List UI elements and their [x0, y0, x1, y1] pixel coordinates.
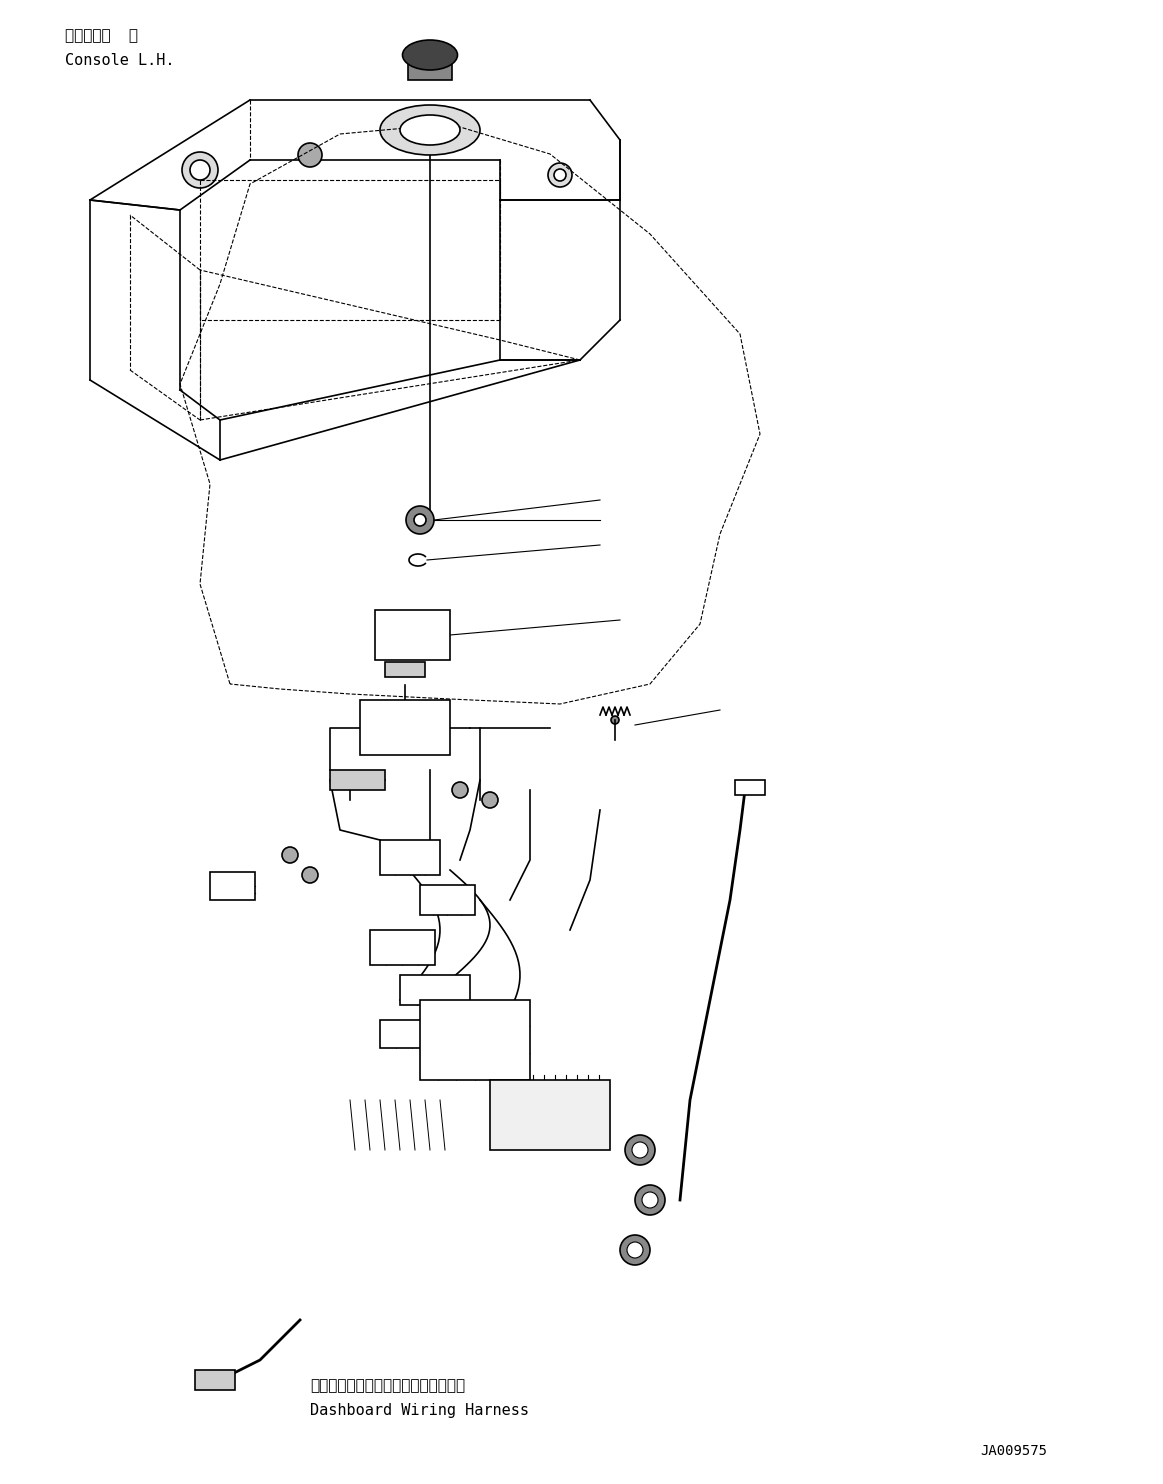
Text: コンソール  左: コンソール 左: [65, 28, 138, 43]
Circle shape: [181, 151, 217, 188]
Circle shape: [414, 513, 426, 525]
Circle shape: [406, 506, 434, 534]
Circle shape: [642, 1192, 658, 1208]
Circle shape: [452, 782, 468, 798]
Circle shape: [620, 1235, 650, 1264]
Polygon shape: [408, 55, 452, 80]
Text: Console L.H.: Console L.H.: [65, 53, 174, 68]
Circle shape: [281, 847, 298, 864]
Bar: [380, 1020, 445, 1048]
Bar: [195, 1370, 235, 1391]
Circle shape: [548, 163, 572, 187]
Bar: [330, 770, 385, 789]
Bar: [420, 1000, 530, 1080]
Ellipse shape: [380, 105, 480, 154]
Bar: [420, 884, 475, 916]
Polygon shape: [361, 700, 450, 755]
Circle shape: [302, 867, 317, 883]
Text: ダッシュボードワイヤリングハーネス: ダッシュボードワイヤリングハーネス: [311, 1379, 465, 1393]
Circle shape: [632, 1143, 648, 1158]
Text: Dashboard Wiring Harness: Dashboard Wiring Harness: [311, 1402, 529, 1419]
Circle shape: [625, 1135, 655, 1165]
Circle shape: [635, 1186, 665, 1215]
Circle shape: [190, 160, 211, 180]
Bar: [735, 781, 765, 795]
Bar: [380, 840, 440, 876]
Bar: [490, 1080, 611, 1150]
Bar: [385, 662, 424, 677]
Circle shape: [554, 169, 566, 181]
Circle shape: [611, 715, 619, 724]
Bar: [400, 975, 470, 1005]
Circle shape: [481, 792, 498, 807]
Ellipse shape: [400, 114, 461, 145]
Bar: [370, 930, 435, 965]
Bar: [374, 610, 450, 660]
Circle shape: [298, 142, 322, 168]
Text: JA009575: JA009575: [980, 1444, 1047, 1457]
Circle shape: [627, 1242, 643, 1258]
Ellipse shape: [402, 40, 457, 70]
Bar: [211, 873, 255, 899]
